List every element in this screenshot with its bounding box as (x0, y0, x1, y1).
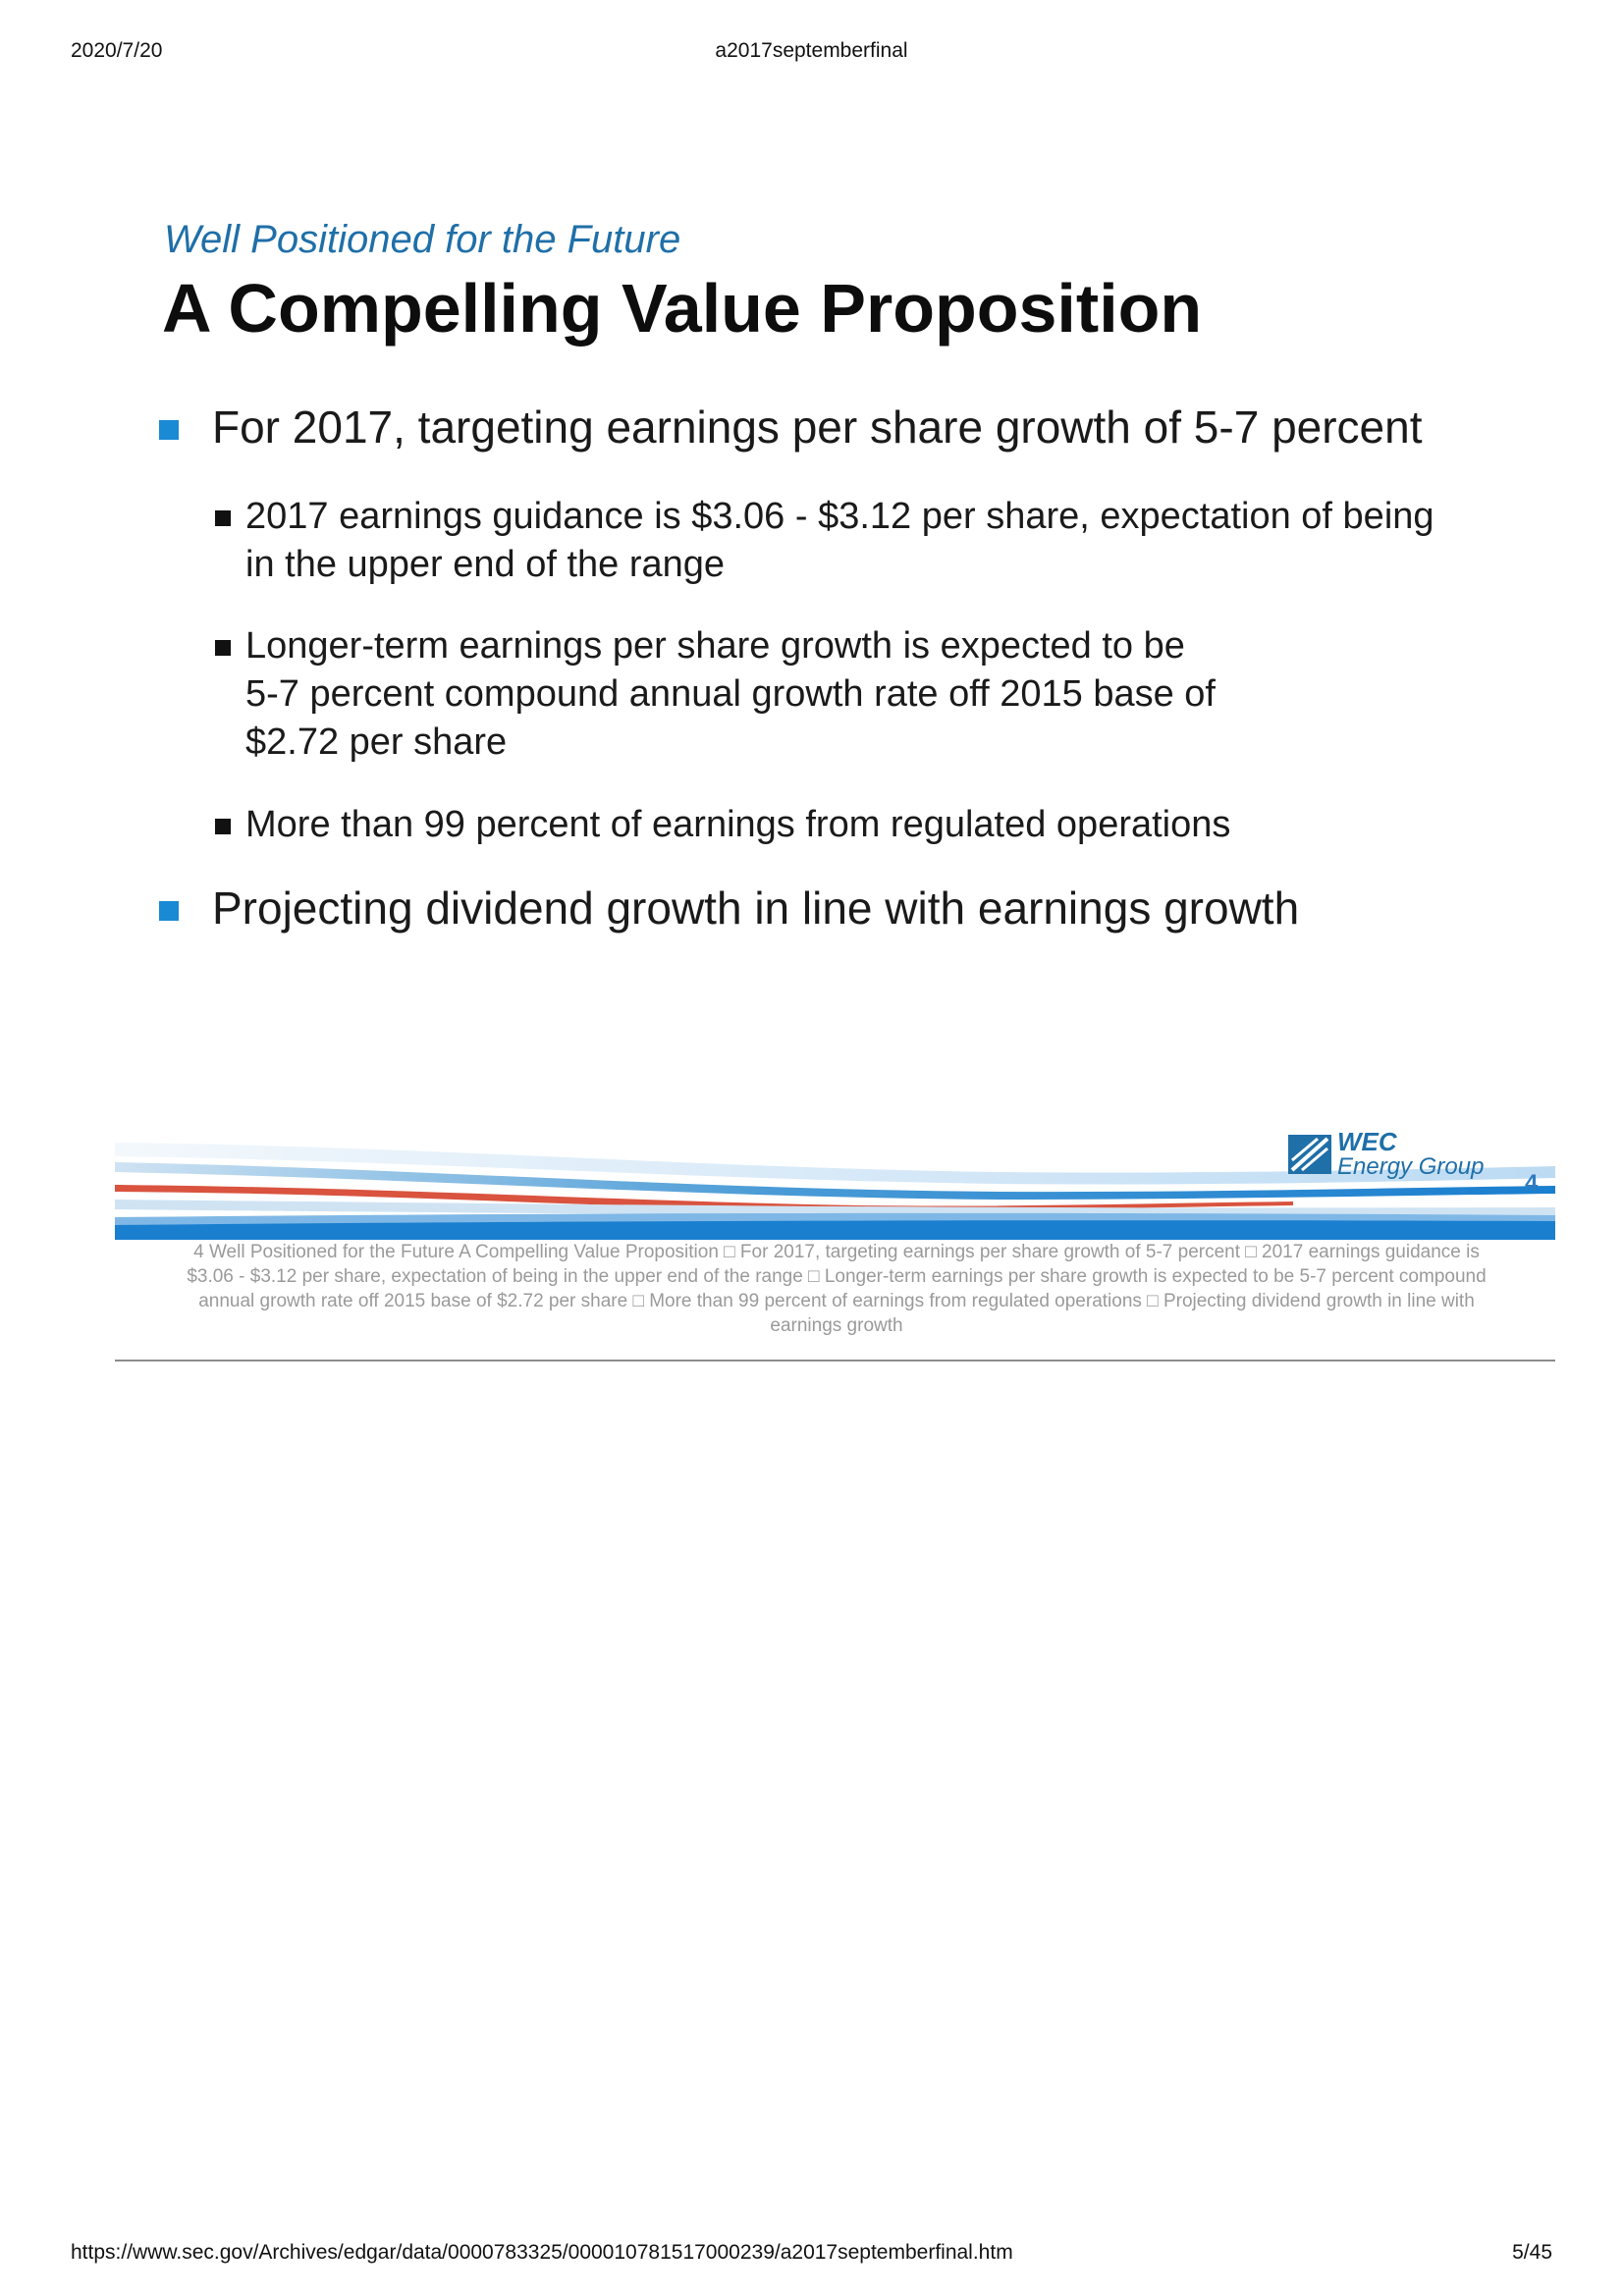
slide: Well Positioned for the Future A Compell… (115, 196, 1555, 1240)
bullet-dividend-growth: Projecting dividend growth in line with … (159, 881, 1299, 934)
decorative-wave-band (115, 1143, 1555, 1240)
wec-energy-logo: WEC Energy Group (1288, 1129, 1484, 1180)
sub-bullet-text: 2017 earnings guidance is $3.06 - $3.12 … (245, 493, 1434, 589)
sub-bullet-line: 5-7 percent compound annual growth rate … (245, 673, 1216, 715)
logo-line-wec: WEC (1337, 1127, 1397, 1156)
square-bullet-icon (215, 510, 231, 526)
caption-line: annual growth rate off 2015 base of $2.7… (198, 1291, 1475, 1311)
bullet-text: Projecting dividend growth in line with … (212, 882, 1300, 934)
slide-title: A Compelling Value Proposition (162, 270, 1203, 347)
square-bullet-icon (215, 819, 231, 834)
print-page-count: 5/45 (1512, 2241, 1552, 2264)
sub-bullet-line: in the upper end of the range (245, 544, 726, 585)
sub-bullet-line: 2017 earnings guidance is $3.06 - $3.12 … (245, 496, 1434, 537)
sub-bullet-line: More than 99 percent of earnings from re… (245, 804, 1231, 845)
bullet-text: For 2017, targeting earnings per share g… (212, 401, 1423, 453)
bullet-eps-growth: For 2017, targeting earnings per share g… (159, 400, 1423, 454)
slide-text-caption: 4 Well Positioned for the Future A Compe… (118, 1240, 1555, 1338)
print-document-title: a2017septemberfinal (715, 39, 908, 62)
print-date: 2020/7/20 (71, 39, 163, 62)
print-url: https://www.sec.gov/Archives/edgar/data/… (71, 2241, 1013, 2264)
sub-bullet-long-term: Longer-term earnings per share growth is… (215, 622, 1216, 767)
sub-bullet-regulated: More than 99 percent of earnings from re… (215, 801, 1230, 849)
slide-subtitle: Well Positioned for the Future (164, 218, 681, 261)
logo-line-energy-group: Energy Group (1337, 1153, 1485, 1180)
caption-line: earnings growth (770, 1315, 903, 1336)
divider-rule (115, 1360, 1555, 1362)
sub-bullet-guidance: 2017 earnings guidance is $3.06 - $3.12 … (215, 493, 1434, 589)
sub-bullet-line: Longer-term earnings per share growth is… (245, 625, 1185, 667)
sub-bullet-text: Longer-term earnings per share growth is… (245, 622, 1216, 767)
square-bullet-icon (159, 420, 179, 440)
caption-line: $3.06 - $3.12 per share, expectation of … (187, 1266, 1487, 1287)
sub-bullet-text: More than 99 percent of earnings from re… (245, 801, 1230, 849)
square-bullet-icon (159, 901, 179, 921)
square-bullet-icon (215, 640, 231, 656)
slide-page-number: 4 (1525, 1170, 1539, 1197)
wec-logo-mark-icon (1288, 1135, 1331, 1174)
caption-line: 4 Well Positioned for the Future A Compe… (193, 1242, 1480, 1262)
sub-bullet-line: $2.72 per share (245, 721, 508, 763)
